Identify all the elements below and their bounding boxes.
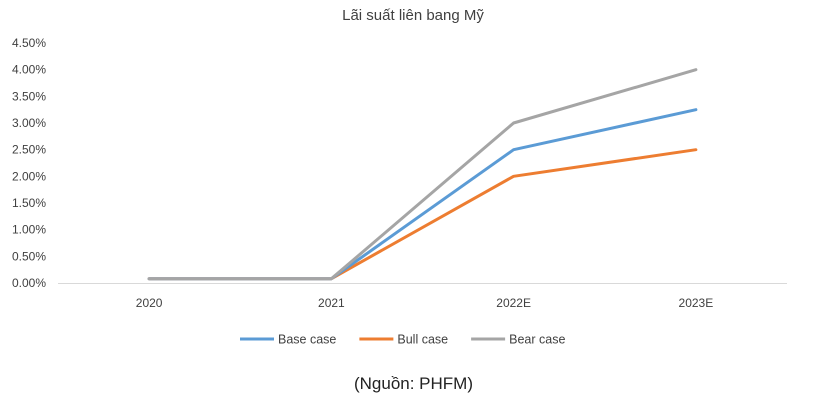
y-tick-label: 1.50% (12, 196, 46, 210)
y-tick-label: 4.50% (12, 36, 46, 50)
x-tick-label: 2020 (136, 296, 163, 310)
legend: Base case Bull case Bear case (240, 333, 565, 347)
x-axis: 2020 2021 2022E 2023E (136, 296, 713, 310)
x-tick-label: 2021 (318, 296, 345, 310)
x-tick-label: 2023E (679, 296, 714, 310)
source-note: (Nguồn: PHFM) (353, 374, 474, 393)
series-line-base-case (147, 108, 698, 281)
y-tick-label: 1.00% (12, 223, 46, 237)
legend-label: Bear case (509, 333, 565, 347)
x-tick-label: 2022E (496, 296, 531, 310)
y-tick-label: 0.00% (12, 276, 46, 290)
legend-label: Base case (278, 333, 336, 347)
series-line-bear-case (147, 68, 698, 281)
y-tick-label: 4.00% (12, 63, 46, 77)
plot-area (147, 68, 698, 281)
chart-title: Lãi suất liên bang Mỹ (342, 7, 484, 24)
legend-label: Bull case (397, 333, 448, 347)
y-tick-label: 0.50% (12, 249, 46, 263)
y-tick-label: 2.00% (12, 169, 46, 183)
y-tick-label: 3.00% (12, 116, 46, 130)
y-axis: 0.00% 0.50% 1.00% 1.50% 2.00% 2.50% 3.00% 3.50%… (12, 36, 46, 290)
y-tick-label: 3.50% (12, 89, 46, 103)
y-tick-label: 2.50% (12, 143, 46, 157)
